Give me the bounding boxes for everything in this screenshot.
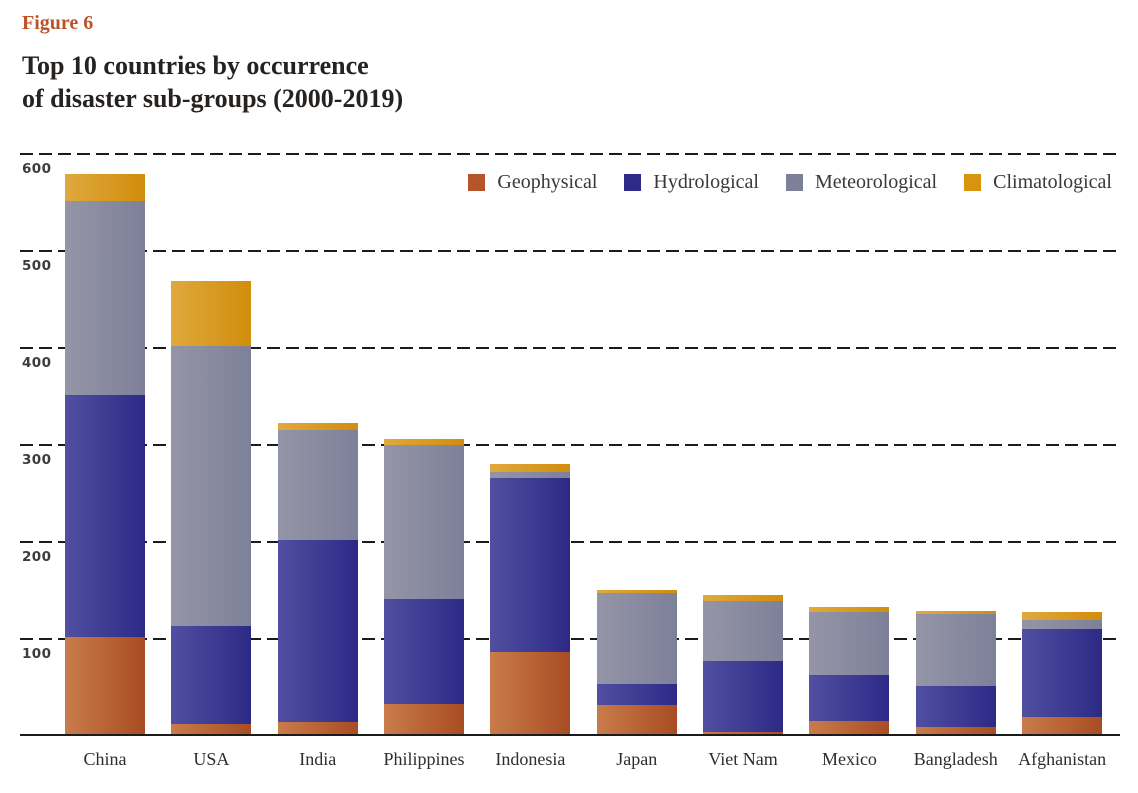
bar-mexico (809, 606, 890, 734)
stacked-bar-chart: Geophysical Hydrological Meteorological Cli… (20, 153, 1120, 793)
legend-label: Geophysical (497, 171, 598, 193)
x-axis-label-mexico: Mexico (821, 749, 877, 769)
gridline-600 (20, 153, 1120, 155)
figure-header: Figure 6 Top 10 countries by occurrence … (22, 12, 403, 116)
bar-segment-geophysical-bangladesh (915, 727, 996, 734)
bar-segment-geophysical-usa (171, 724, 252, 734)
bar-segment-hydrological-indonesia (490, 477, 571, 652)
x-axis-label-usa: USA (193, 749, 230, 769)
bar-segment-meteorological-indonesia (490, 472, 571, 478)
legend-item-climatological: Climatological (964, 171, 1112, 194)
legend-item-hydrological: Hydrological (624, 171, 759, 194)
plot-area: Geophysical Hydrological Meteorological Cli… (20, 153, 1120, 736)
bar-segment-hydrological-viet-nam (703, 661, 784, 733)
y-axis-tick-300: 300 (22, 452, 52, 468)
legend-label: Hydrological (653, 171, 759, 193)
bar-india (277, 422, 358, 734)
bar-segment-geophysical-china (65, 637, 145, 734)
bar-segment-climatological-india (277, 422, 358, 431)
bar-indonesia (490, 464, 571, 734)
x-axis-label-bangladesh: Bangladesh (913, 749, 998, 769)
x-axis-label-india: India (299, 749, 337, 769)
bar-segment-hydrological-usa (171, 626, 252, 725)
bar-segment-meteorological-china (65, 201, 145, 396)
bar-segment-geophysical-mexico (809, 721, 890, 734)
gridline-500 (20, 250, 1120, 252)
chart-title: Top 10 countries by occurrence of disast… (22, 49, 403, 116)
bar-segment-meteorological-bangladesh (915, 613, 996, 687)
bar-bangladesh (915, 610, 996, 734)
bar-segment-meteorological-philippines (384, 444, 465, 600)
bar-segment-climatological-philippines (384, 439, 465, 445)
bar-segment-meteorological-japan (596, 593, 677, 684)
bar-segment-meteorological-mexico (809, 611, 890, 675)
bar-segment-climatological-japan (596, 590, 677, 594)
figure-number: Figure 6 (22, 12, 94, 34)
legend-item-geophysical: Geophysical (468, 171, 597, 194)
x-axis-label-afghanistan: Afghanistan (1018, 749, 1107, 769)
bar-segment-geophysical-indonesia (490, 651, 571, 734)
bar-segment-hydrological-mexico (809, 674, 890, 722)
bar-segment-climatological-afghanistan (1022, 611, 1103, 620)
y-axis-tick-500: 500 (22, 258, 52, 274)
x-axis-label-philippines: Philippines (383, 749, 465, 769)
y-axis-tick-200: 200 (22, 549, 52, 565)
x-axis-label-viet-nam: Viet Nam (708, 749, 778, 769)
bar-segment-climatological-usa (171, 281, 252, 347)
bar-segment-hydrological-philippines (384, 599, 465, 704)
gridline-400 (20, 347, 1120, 349)
bar-usa (171, 281, 252, 734)
x-axis-label-japan: Japan (616, 749, 658, 769)
y-axis-tick-100: 100 (22, 646, 52, 662)
chart-title-line2: of disaster sub-groups (2000-2019) (22, 84, 404, 114)
legend-label: Meteorological (814, 171, 938, 193)
bar-afghanistan (1022, 611, 1103, 734)
bar-china (65, 174, 145, 734)
bar-japan (596, 590, 677, 734)
bar-segment-hydrological-india (277, 540, 358, 723)
bar-segment-geophysical-japan (596, 704, 677, 734)
legend-swatch-icon (964, 174, 982, 191)
bar-viet-nam (703, 595, 784, 734)
bar-segment-meteorological-viet-nam (703, 601, 784, 662)
y-axis-tick-600: 600 (22, 161, 52, 177)
x-axis-label-china: China (83, 749, 127, 769)
chart-legend: Geophysical Hydrological Meteorological Cli… (468, 171, 1112, 194)
bar-segment-meteorological-afghanistan (1022, 619, 1103, 630)
bar-segment-climatological-china (65, 174, 145, 202)
legend-item-meteorological: Meteorological (785, 171, 938, 194)
bar-segment-geophysical-philippines (384, 703, 465, 734)
bar-segment-hydrological-china (65, 395, 145, 637)
bar-segment-climatological-viet-nam (703, 595, 784, 602)
x-axis-label-indonesia: Indonesia (495, 749, 566, 769)
bar-segment-hydrological-afghanistan (1022, 629, 1103, 717)
legend-swatch-icon (785, 174, 803, 191)
bar-segment-hydrological-japan (596, 683, 677, 705)
y-axis-tick-400: 400 (22, 355, 52, 371)
bar-segment-climatological-mexico (809, 606, 890, 612)
legend-swatch-icon (624, 174, 642, 191)
legend-swatch-icon (468, 174, 486, 191)
bar-segment-climatological-indonesia (490, 464, 571, 473)
bar-segment-hydrological-bangladesh (915, 686, 996, 728)
bar-segment-geophysical-afghanistan (1022, 716, 1103, 734)
bar-segment-geophysical-india (277, 722, 358, 734)
bar-segment-climatological-bangladesh (915, 610, 996, 614)
chart-title-line1: Top 10 countries by occurrence (22, 51, 369, 80)
x-axis-line (20, 734, 1120, 736)
legend-label: Climatological (993, 171, 1112, 193)
bar-philippines (384, 439, 465, 734)
gridline-300 (20, 444, 1120, 446)
bar-segment-meteorological-india (277, 430, 358, 541)
bar-segment-geophysical-viet-nam (703, 732, 784, 734)
bar-segment-meteorological-usa (171, 346, 252, 627)
